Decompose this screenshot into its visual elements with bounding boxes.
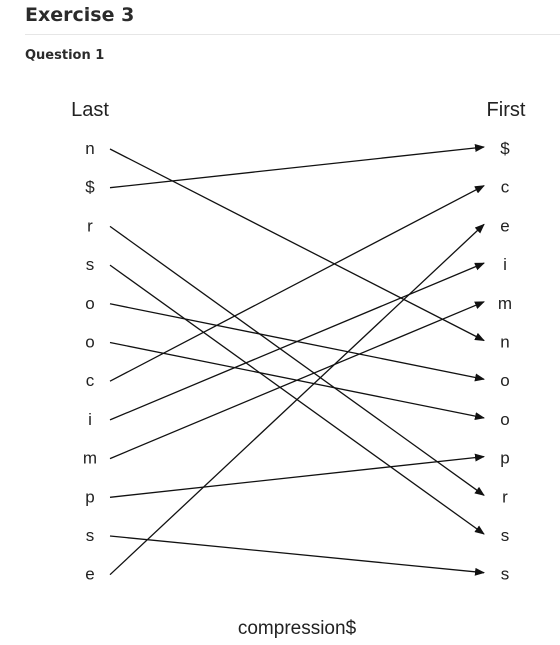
last-char-3: s	[86, 255, 95, 274]
last-char-0: n	[85, 139, 94, 158]
mapping-arrow-10	[109, 535, 485, 576]
first-char-4: m	[498, 294, 512, 313]
mapping-arrow-9	[109, 453, 485, 498]
first-column-header: First	[487, 99, 526, 121]
last-char-5: o	[85, 333, 94, 352]
first-char-1: c	[501, 178, 510, 197]
last-char-1: $	[85, 178, 95, 197]
last-char-9: p	[85, 487, 94, 506]
last-char-7: i	[88, 410, 92, 429]
mapping-arrow-7	[109, 262, 485, 421]
first-char-6: o	[500, 371, 509, 390]
mapping-arrow-6	[109, 185, 485, 382]
first-char-8: p	[500, 449, 509, 468]
first-char-2: e	[500, 216, 509, 235]
diagram-caption: compression$	[238, 618, 357, 639]
exercise-title: Exercise 3	[25, 4, 135, 26]
mapping-arrow-0	[109, 148, 485, 342]
first-char-10: s	[501, 526, 510, 545]
mapping-arrow-1	[109, 143, 485, 189]
divider	[25, 34, 560, 35]
last-char-10: s	[86, 526, 95, 545]
first-char-3: i	[503, 255, 507, 274]
question-title: Question 1	[25, 48, 105, 63]
first-char-11: s	[501, 565, 510, 584]
last-char-11: e	[85, 565, 94, 584]
mapping-arrow-8	[109, 301, 485, 460]
first-char-9: r	[502, 487, 508, 506]
first-char-0: $	[500, 139, 510, 158]
first-char-7: o	[500, 410, 509, 429]
mapping-arrow-2	[109, 225, 485, 496]
last-char-4: o	[85, 294, 94, 313]
first-char-5: n	[500, 333, 509, 352]
last-char-6: c	[86, 371, 95, 390]
mapping-arrows	[109, 143, 485, 576]
last-char-8: m	[83, 449, 97, 468]
last-column-header: Last	[71, 99, 109, 121]
last-char-2: r	[87, 216, 93, 235]
mapping-arrow-11	[109, 223, 485, 576]
